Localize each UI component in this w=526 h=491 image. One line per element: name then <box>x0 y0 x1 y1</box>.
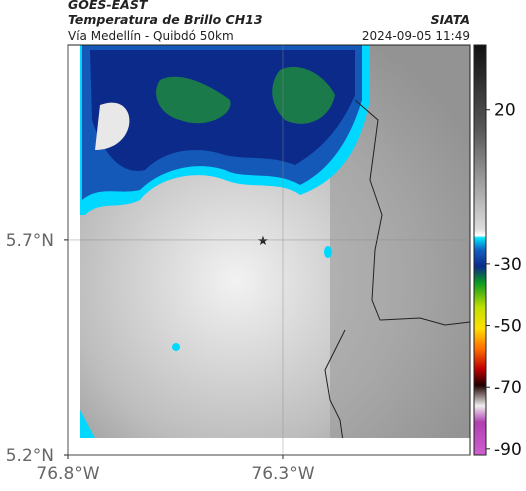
x-tick-label: 76.8°W <box>36 464 99 484</box>
marker: ★ <box>257 234 269 249</box>
colorbar-tick-label: -30 <box>494 255 522 275</box>
colorbar <box>473 44 487 456</box>
timestamp: 2024-09-05 11:49 <box>362 29 470 43</box>
colorbar-tick-label: 20 <box>494 101 516 121</box>
subtitle: Vía Medellín - Quibdó 50km <box>68 29 234 43</box>
source: GOES-EAST <box>68 0 149 12</box>
colorbar-tick-label: -90 <box>494 440 522 460</box>
title: Temperatura de Brillo CH13 <box>68 12 263 27</box>
credit: SIATA <box>431 12 470 27</box>
colorbar-tick-label: -70 <box>494 378 522 398</box>
imagery <box>80 45 471 456</box>
colorbar-tick-label: -50 <box>494 317 522 337</box>
y-tick-label: 5.2°N <box>6 446 54 466</box>
y-tick-label: 5.7°N <box>6 231 54 251</box>
x-tick-label: 76.3°W <box>251 464 314 484</box>
